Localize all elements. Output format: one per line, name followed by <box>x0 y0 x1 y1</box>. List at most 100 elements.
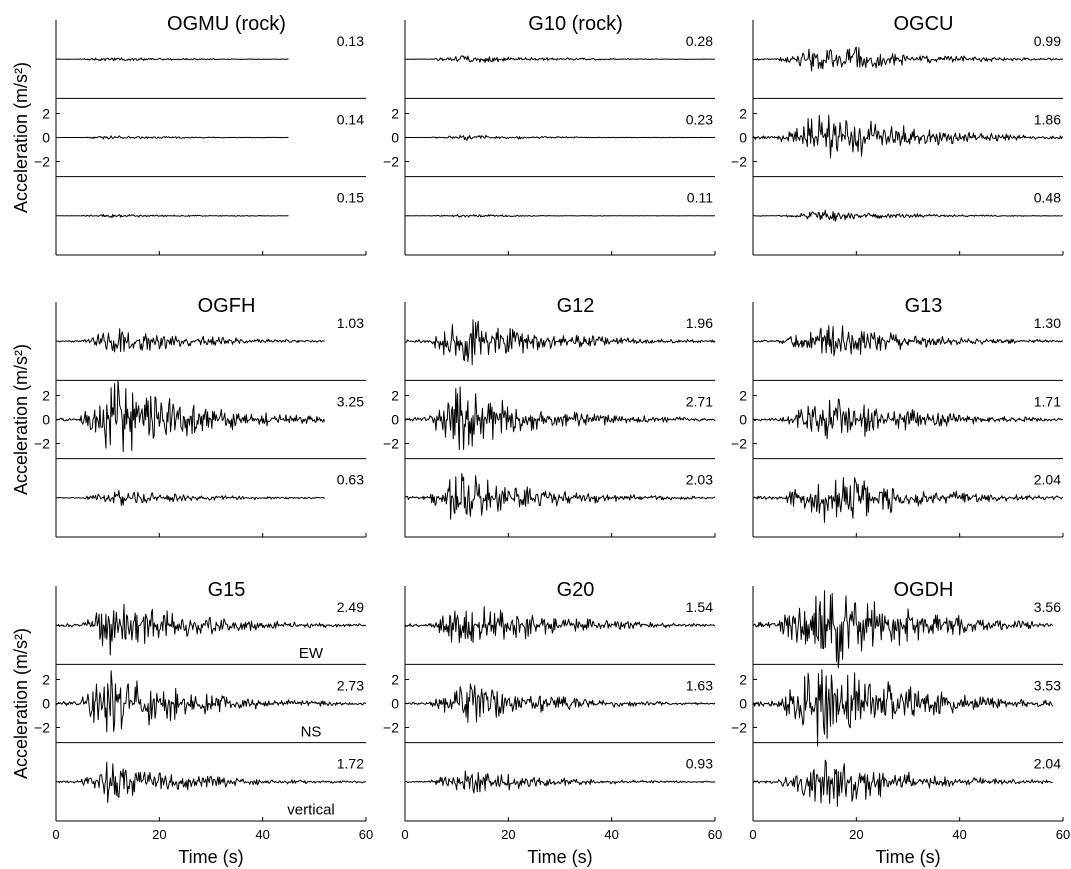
x-tick-label: 20 <box>849 827 863 842</box>
y-axis-title: Acceleration (m/s²) <box>11 62 31 213</box>
panel-title: G10 (rock) <box>528 13 622 35</box>
x-tick-label: 0 <box>401 827 408 842</box>
trace-vertical <box>404 770 716 794</box>
y-tick-label: −2 <box>383 436 399 452</box>
trace-ns <box>404 683 716 723</box>
peak-value-label: 2.71 <box>686 393 713 409</box>
y-tick-label: −2 <box>34 720 50 736</box>
y-tick-label: 2 <box>391 672 399 688</box>
x-tick-label: 0 <box>749 827 756 842</box>
y-tick-label: 2 <box>42 106 50 122</box>
y-axis-title: Acceleration (m/s²) <box>11 344 31 495</box>
trace-vertical <box>752 209 1063 222</box>
trace-ew <box>404 319 716 366</box>
peak-value-label: 1.54 <box>686 599 713 615</box>
peak-value-label: 2.03 <box>686 472 713 488</box>
peak-value-label: 0.14 <box>337 111 364 127</box>
peak-value-label: 0.48 <box>1034 190 1061 206</box>
panel-ogfh: OGFH 2 0 −2 1.03 3.25 0.63 <box>34 295 367 538</box>
peak-value-label: 3.53 <box>1034 677 1061 693</box>
y-tick-label: 0 <box>739 130 747 146</box>
trace-ns <box>752 398 1064 440</box>
trace-vertical <box>752 477 1063 523</box>
peak-value-label: 1.63 <box>686 677 713 693</box>
trace-ew <box>752 325 1064 357</box>
y-tick-label: −2 <box>731 154 747 170</box>
component-label-ew: EW <box>299 645 324 662</box>
y-tick-label: 0 <box>391 696 399 712</box>
trace-ns <box>404 386 716 450</box>
x-tick-label: 60 <box>1056 827 1070 842</box>
y-axis-title: Acceleration (m/s²) <box>11 628 31 779</box>
trace-ns <box>55 135 289 140</box>
x-axis-title: Time (s) <box>178 847 243 867</box>
peak-value-label: 1.72 <box>337 756 364 772</box>
trace-vertical <box>404 473 716 520</box>
peak-value-label: 1.86 <box>1034 111 1061 127</box>
peak-value-label: 2.04 <box>1034 756 1061 772</box>
x-tick-label: 40 <box>604 827 618 842</box>
trace-vertical <box>405 214 715 218</box>
peak-value-label: 1.03 <box>337 315 364 331</box>
peak-value-label: 2.04 <box>1034 472 1061 488</box>
x-axis-title: Time (s) <box>875 847 940 867</box>
y-tick-label: 0 <box>391 412 399 428</box>
peak-value-label: 2.73 <box>337 677 364 693</box>
panel-title: G20 <box>557 579 595 601</box>
x-tick-label: 20 <box>152 827 166 842</box>
x-axis-title: Time (s) <box>527 847 592 867</box>
x-tick-label: 0 <box>52 827 59 842</box>
x-tick-label: 40 <box>952 827 966 842</box>
x-tick-label: 20 <box>501 827 515 842</box>
trace-ns <box>404 134 716 141</box>
y-tick-label: 2 <box>739 672 747 688</box>
trace-vertical <box>56 213 289 219</box>
trace-ns <box>55 670 367 733</box>
peak-value-label: 0.11 <box>687 190 713 206</box>
component-label-ns: NS <box>301 723 322 740</box>
peak-value-label: 1.30 <box>1034 315 1061 331</box>
y-tick-label: 0 <box>739 696 747 712</box>
y-tick-label: 0 <box>42 696 50 712</box>
y-tick-label: 2 <box>42 672 50 688</box>
trace-ew <box>404 606 716 644</box>
panel-title: OGDH <box>894 579 954 601</box>
panel-g12: G12 2 0 −2 1.96 2.71 2.03 <box>383 295 716 538</box>
y-tick-label: −2 <box>731 436 747 452</box>
y-tick-label: −2 <box>731 720 747 736</box>
y-tick-label: 0 <box>42 130 50 146</box>
trace-ew <box>752 590 1054 669</box>
panel-g10-rock: G10 (rock) 2 0 −2 0.28 0.23 0.11 <box>383 13 716 256</box>
panel-ogmu-rock: OGMU (rock) 2 0 −2 0.13 0.14 0.15 <box>34 13 367 256</box>
peak-value-label: 3.56 <box>1034 599 1061 615</box>
panel-ogcu: OGCU 2 0 −2 0.99 1.86 0.48 <box>731 13 1064 256</box>
peak-value-label: 2.49 <box>337 599 364 615</box>
y-tick-label: 2 <box>42 388 50 404</box>
y-tick-label: 2 <box>391 106 399 122</box>
y-tick-label: −2 <box>34 436 50 452</box>
peak-value-label: 3.25 <box>337 393 364 409</box>
trace-ew <box>404 55 716 63</box>
trace-vertical <box>752 759 1053 807</box>
trace-ew <box>55 57 289 62</box>
panel-title: OGMU (rock) <box>167 13 286 35</box>
peak-value-label: 0.28 <box>686 33 713 49</box>
panel-title: OGFH <box>198 295 256 317</box>
trace-ew <box>55 603 367 656</box>
y-tick-label: −2 <box>383 154 399 170</box>
y-tick-label: 2 <box>391 388 399 404</box>
x-tick-label: 60 <box>708 827 722 842</box>
y-tick-label: 0 <box>42 412 50 428</box>
trace-ew <box>752 46 1064 72</box>
y-tick-label: 2 <box>739 106 747 122</box>
trace-ew <box>55 328 325 353</box>
trace-vertical <box>55 490 326 506</box>
y-tick-label: −2 <box>34 154 50 170</box>
peak-value-label: 0.99 <box>1034 33 1061 49</box>
peak-value-label: 0.63 <box>337 472 364 488</box>
trace-ns <box>752 669 1054 747</box>
panel-title: OGCU <box>894 13 954 35</box>
